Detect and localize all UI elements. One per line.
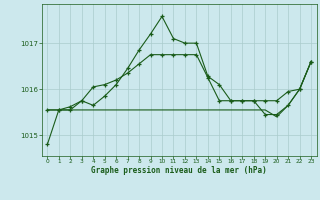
X-axis label: Graphe pression niveau de la mer (hPa): Graphe pression niveau de la mer (hPa) <box>91 166 267 175</box>
